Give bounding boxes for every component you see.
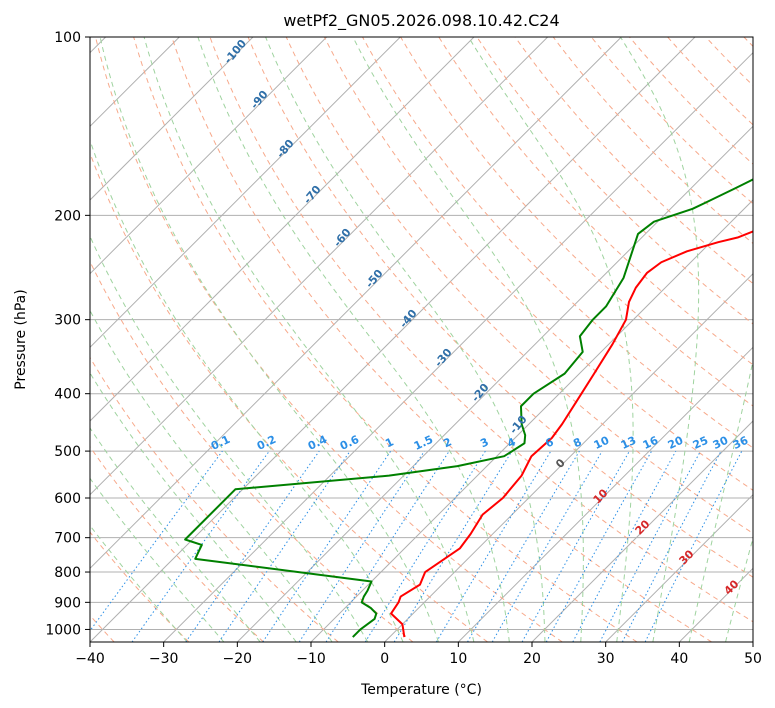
x-tick-label: −30 — [149, 651, 179, 667]
moist-adiabat-line — [90, 477, 225, 642]
moist-adiabat-line — [143, 37, 475, 642]
dry-adiabat-line — [133, 37, 638, 642]
y-tick-label: 400 — [54, 387, 81, 403]
dry-adiabat-line — [362, 37, 753, 449]
mixing-ratio-line — [644, 450, 743, 642]
moist-adiabat-line — [90, 138, 404, 642]
mixing-ratio-line — [521, 450, 630, 642]
dry-adiabat-line — [514, 37, 753, 285]
mixing-ratio-label: 30 — [711, 434, 731, 452]
mixing-ratio-label: 10 — [592, 434, 612, 452]
moist-adiabat-line — [265, 37, 546, 642]
isotherm-line — [163, 51, 753, 642]
mixing-ratio-line — [131, 450, 270, 642]
dry-adiabat-line — [171, 37, 713, 642]
isotherm-line — [90, 37, 401, 349]
y-tick-label: 100 — [54, 30, 81, 46]
y-tick-label: 300 — [54, 313, 81, 329]
axes-layer: −40 −30 −20 −10 0 10 20 30 40 50 1000 900 800 700 600 5… — [45, 30, 762, 667]
mixing-ratio-line — [545, 450, 653, 642]
dry-adiabat-line — [209, 37, 753, 623]
isotherm-line — [90, 37, 254, 201]
y-tick-label: 900 — [54, 595, 81, 611]
isotherm-line — [605, 493, 753, 642]
x-tick-label: 30 — [597, 651, 615, 667]
mixing-ratio-line — [90, 450, 223, 632]
moist-adiabat-line — [352, 37, 584, 642]
isotherm-line — [384, 272, 753, 642]
x-tick-label: −10 — [296, 651, 326, 667]
mixing-ratio-line — [185, 450, 320, 642]
y-tick-label: 600 — [54, 491, 81, 507]
plot-area — [90, 37, 753, 642]
dry-adiabat-line — [90, 445, 264, 642]
mixing-ratio-line — [262, 450, 392, 642]
plot-frame — [89, 36, 754, 643]
moist-adiabat-line — [619, 37, 700, 642]
isotherm-line — [90, 37, 328, 275]
mixing-ratio-label: 16 — [641, 434, 661, 452]
chart-title: wetPf2_GN05.2026.098.10.42.C24 — [283, 11, 559, 31]
mixing-ratio-line — [325, 450, 450, 642]
x-tick-label: −20 — [223, 651, 253, 667]
x-tick-label: 20 — [523, 651, 541, 667]
moist-adiabat-line — [90, 524, 188, 642]
mixing-ratio-label: 25 — [691, 434, 710, 452]
mixing-ratio-line — [393, 450, 513, 642]
mixing-ratio-label: 20 — [666, 434, 686, 452]
x-tick-label: −40 — [75, 651, 105, 667]
mixing-ratio-label: 13 — [619, 434, 638, 452]
isotherm-line — [90, 37, 549, 496]
y-tick-label: 1000 — [45, 622, 81, 638]
dry-adiabat-line — [90, 531, 190, 642]
x-tick-label: 50 — [744, 651, 762, 667]
y-tick-label: 700 — [54, 531, 81, 547]
dry-adiabat-line — [90, 356, 339, 642]
dry-adiabat-line — [90, 151, 488, 642]
y-tick-label: 800 — [54, 565, 81, 581]
mixing-ratio-label: 36 — [731, 434, 751, 452]
temperature-profile-line — [390, 230, 753, 638]
mixing-ratio-line — [298, 450, 425, 642]
moist-adiabat-line — [99, 37, 439, 642]
isotherm-line — [90, 37, 622, 570]
isotherm-line — [457, 346, 753, 642]
y-tick-label: 500 — [54, 444, 81, 460]
isotherm-line — [90, 37, 475, 422]
moist-adiabat-line — [90, 372, 297, 642]
y-tick-label: 200 — [54, 208, 81, 224]
mixing-ratio-line — [218, 450, 351, 642]
dry-adiabat-line — [400, 37, 753, 407]
mixing-ratio-line — [572, 450, 677, 642]
x-axis-label: Temperature (°C) — [360, 682, 482, 698]
isotherm-line — [236, 125, 753, 642]
x-tick-label: 40 — [670, 651, 688, 667]
isotherm-line — [531, 420, 753, 642]
y-axis-label: Pressure (hPa) — [13, 289, 29, 389]
dry-adiabat-line — [95, 37, 563, 642]
x-tick-label: 0 — [380, 651, 389, 667]
dry-adiabat-line — [247, 37, 753, 578]
x-tick-label: 10 — [449, 651, 467, 667]
dewpoint-profile-line — [184, 178, 753, 638]
moist-adiabat-line — [90, 427, 261, 642]
